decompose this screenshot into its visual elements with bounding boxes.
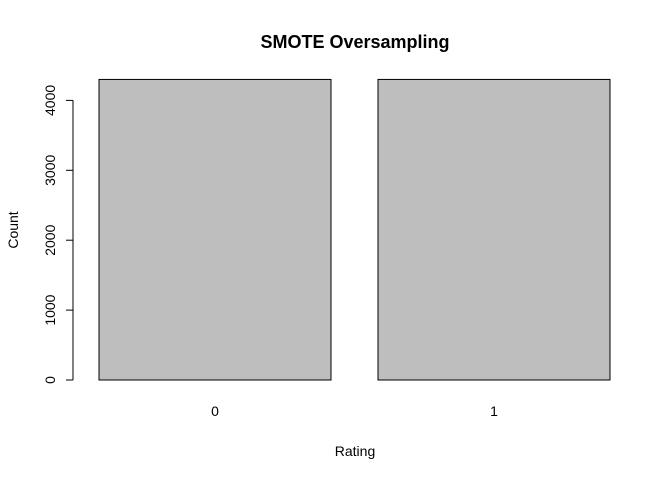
bars (98, 78, 611, 381)
x-tick-label: 0 (211, 403, 219, 419)
y-tick-label: 3000 (42, 155, 58, 186)
y-tick-label: 0 (42, 376, 58, 384)
y-tick-label: 2000 (42, 224, 58, 255)
bar-1 (377, 78, 611, 381)
x-axis-label: Rating (335, 443, 375, 459)
y-axis-label: Count (5, 211, 21, 248)
bar-0 (98, 78, 332, 381)
y-axis: 0 1000 2000 3000 4000 (42, 85, 74, 384)
chart-title: SMOTE Oversampling (260, 32, 449, 52)
y-tick-label: 1000 (42, 294, 58, 325)
x-tick-label: 1 (490, 403, 498, 419)
y-tick-label: 4000 (42, 85, 58, 116)
